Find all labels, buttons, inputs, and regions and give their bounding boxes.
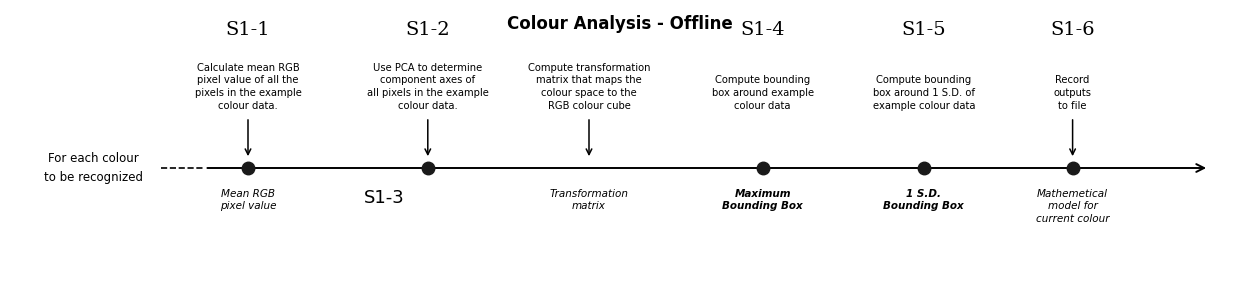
- Text: Calculate mean RGB
pixel value of all the
pixels in the example
colour data.: Calculate mean RGB pixel value of all th…: [195, 63, 301, 111]
- Text: 1 S.D.
Bounding Box: 1 S.D. Bounding Box: [883, 189, 965, 212]
- Text: Compute transformation
matrix that maps the
colour space to the
RGB colour cube: Compute transformation matrix that maps …: [528, 63, 650, 111]
- Text: S1-6: S1-6: [1050, 21, 1095, 39]
- Text: Transformation
matrix: Transformation matrix: [549, 189, 629, 212]
- Text: For each colour
to be recognized: For each colour to be recognized: [43, 152, 143, 184]
- Text: Colour Analysis - Offline: Colour Analysis - Offline: [507, 15, 733, 33]
- Text: S1-3: S1-3: [365, 189, 404, 207]
- Text: Compute bounding
box around example
colour data: Compute bounding box around example colo…: [712, 75, 813, 111]
- Text: S1-5: S1-5: [901, 21, 946, 39]
- Text: Mathemetical
model for
current colour: Mathemetical model for current colour: [1035, 189, 1110, 224]
- Text: Maximum
Bounding Box: Maximum Bounding Box: [722, 189, 804, 212]
- Text: Compute bounding
box around 1 S.D. of
example colour data: Compute bounding box around 1 S.D. of ex…: [873, 75, 975, 111]
- Text: Record
outputs
to file: Record outputs to file: [1054, 75, 1091, 111]
- Text: S1-4: S1-4: [740, 21, 785, 39]
- Text: S1-1: S1-1: [226, 21, 270, 39]
- Text: Mean RGB
pixel value: Mean RGB pixel value: [219, 189, 277, 212]
- Text: Use PCA to determine
component axes of
all pixels in the example
colour data.: Use PCA to determine component axes of a…: [367, 63, 489, 111]
- Text: S1-2: S1-2: [405, 21, 450, 39]
